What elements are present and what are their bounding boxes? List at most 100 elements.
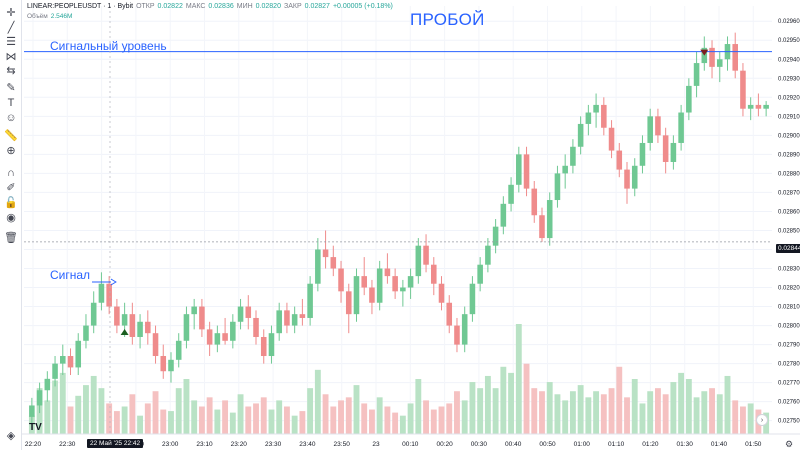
candle-body <box>508 184 514 204</box>
emoji-icon[interactable]: ☺ <box>5 111 17 124</box>
x-tick-label: 23:30 <box>265 441 282 448</box>
lock-icon[interactable]: 🔓 <box>4 196 18 209</box>
gear-icon[interactable]: ⚙ <box>785 439 794 449</box>
y-tick-label: 0.02810 <box>778 305 800 311</box>
candle <box>423 234 429 273</box>
candle <box>183 306 190 349</box>
candle-body <box>400 287 406 292</box>
candle <box>400 279 406 307</box>
volume-bar <box>747 403 754 434</box>
candle-body <box>369 287 375 303</box>
volume-bar <box>724 375 731 434</box>
candle <box>639 135 646 174</box>
lock-draw-icon[interactable]: ✐ <box>6 181 16 194</box>
trash-icon[interactable]: 🗑 <box>4 231 18 244</box>
x-tick-label: 01:30 <box>677 441 694 448</box>
price-axis-background <box>772 0 800 450</box>
tradingview-logo[interactable]: TV <box>29 422 42 433</box>
candle-body <box>145 321 151 334</box>
candle <box>716 51 723 83</box>
candle <box>52 356 58 387</box>
close-value: 0.02827 <box>304 3 330 10</box>
candle <box>322 230 329 269</box>
pattern-icon[interactable]: ⋈ <box>5 50 17 63</box>
candle <box>137 314 143 349</box>
volume-bar <box>299 411 306 434</box>
candle-body <box>647 116 653 143</box>
volume-bar <box>83 385 89 434</box>
candle-body <box>523 154 530 189</box>
candle-body <box>353 276 360 315</box>
volume-bar <box>647 391 654 434</box>
candle <box>175 333 182 368</box>
candle <box>693 51 700 98</box>
volume-bar <box>345 397 352 434</box>
volume-bar <box>569 391 576 434</box>
brush-icon[interactable]: ✎ <box>6 81 16 94</box>
candle-body <box>624 169 630 189</box>
trend-line-icon[interactable]: ╱ <box>7 21 15 34</box>
candle <box>384 253 391 284</box>
candle <box>145 310 151 345</box>
candle <box>601 97 607 136</box>
eye-icon[interactable]: ◉ <box>6 211 16 224</box>
candle-body <box>152 333 159 357</box>
volume-bar <box>678 372 685 434</box>
candle-body <box>315 249 321 284</box>
volume-bar <box>59 372 66 434</box>
candle <box>29 397 35 429</box>
candle <box>546 192 553 246</box>
candle-body <box>214 333 221 345</box>
candle <box>307 276 313 326</box>
candle <box>291 306 298 334</box>
volume-bar <box>98 388 105 434</box>
candle-body <box>438 283 445 303</box>
candle <box>670 135 677 170</box>
fib-icon[interactable]: ☰ <box>6 35 16 48</box>
symbol-name[interactable]: LINEAR:PEOPLEUSDT · 1 · Bybit <box>27 3 134 10</box>
candle <box>763 101 769 117</box>
volume-bar <box>152 391 159 434</box>
volume-bar <box>392 412 399 434</box>
candle <box>284 302 290 334</box>
magnet-icon[interactable]: ∩ <box>7 166 15 179</box>
candle <box>755 93 762 117</box>
volume-bar <box>330 406 337 434</box>
text-icon[interactable]: T <box>7 96 15 109</box>
candle <box>199 298 205 337</box>
candle-body <box>693 63 700 86</box>
volume-bar <box>562 400 569 434</box>
zoom-icon[interactable]: ⊕ <box>6 144 16 157</box>
candle <box>191 298 197 330</box>
candle-body <box>276 310 282 334</box>
breakout-marker-triangle <box>700 49 709 56</box>
candle-body <box>570 146 576 166</box>
candle <box>369 279 375 315</box>
candle <box>361 257 368 296</box>
x-tick-label: 23:00 <box>162 441 179 448</box>
scroll-to-realtime-button[interactable]: › <box>756 414 768 426</box>
candle-body <box>763 104 769 109</box>
layers-icon[interactable]: ◈ <box>6 429 16 442</box>
candle-body <box>678 112 684 143</box>
x-tick-label: 00:10 <box>402 441 419 448</box>
crosshair-icon[interactable]: ✛ <box>6 6 16 19</box>
volume-bar <box>276 400 283 434</box>
ruler-icon[interactable]: 📏 <box>4 129 18 142</box>
candle <box>516 146 522 193</box>
candle <box>214 325 221 353</box>
volume-bar <box>639 403 646 434</box>
candle <box>430 257 437 296</box>
candle-body <box>199 306 205 330</box>
x-tick-label: 00:20 <box>436 441 453 448</box>
candle-body <box>539 215 545 239</box>
forecast-icon[interactable]: ⇆ <box>6 64 16 77</box>
change-value: +0.00005 (+0.18%) <box>332 3 393 10</box>
volume-bar <box>44 400 51 434</box>
volume-bar <box>67 406 74 434</box>
volume-legend: Объём 2.546M <box>27 13 72 20</box>
candle-body <box>593 104 599 113</box>
candle-body <box>191 306 197 315</box>
candle <box>114 298 120 334</box>
